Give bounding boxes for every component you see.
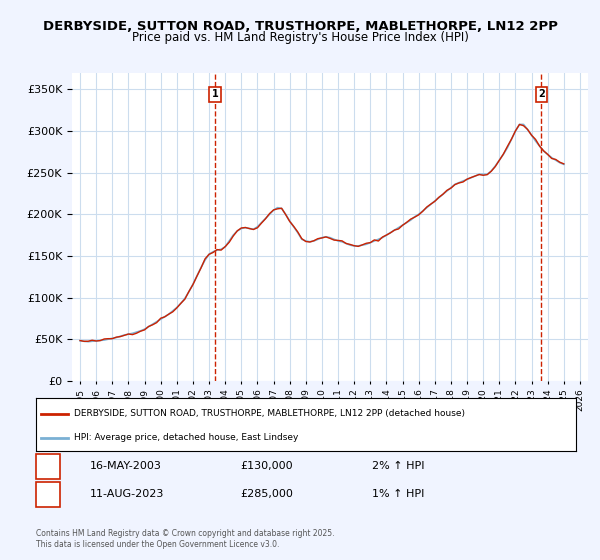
Text: 2: 2 (44, 489, 52, 499)
Text: DERBYSIDE, SUTTON ROAD, TRUSTHORPE, MABLETHORPE, LN12 2PP (detached house): DERBYSIDE, SUTTON ROAD, TRUSTHORPE, MABL… (74, 409, 465, 418)
Text: Price paid vs. HM Land Registry's House Price Index (HPI): Price paid vs. HM Land Registry's House … (131, 31, 469, 44)
Text: 11-AUG-2023: 11-AUG-2023 (90, 489, 164, 499)
Text: £130,000: £130,000 (240, 461, 293, 471)
Text: 16-MAY-2003: 16-MAY-2003 (90, 461, 162, 471)
Text: Contains HM Land Registry data © Crown copyright and database right 2025.
This d: Contains HM Land Registry data © Crown c… (36, 529, 335, 549)
Text: 1: 1 (212, 90, 218, 99)
Text: 2: 2 (538, 90, 545, 99)
Text: 1: 1 (44, 461, 52, 471)
Text: HPI: Average price, detached house, East Lindsey: HPI: Average price, detached house, East… (74, 433, 298, 442)
Text: 1% ↑ HPI: 1% ↑ HPI (372, 489, 424, 499)
Text: 2% ↑ HPI: 2% ↑ HPI (372, 461, 425, 471)
Text: £285,000: £285,000 (240, 489, 293, 499)
Text: DERBYSIDE, SUTTON ROAD, TRUSTHORPE, MABLETHORPE, LN12 2PP: DERBYSIDE, SUTTON ROAD, TRUSTHORPE, MABL… (43, 20, 557, 32)
